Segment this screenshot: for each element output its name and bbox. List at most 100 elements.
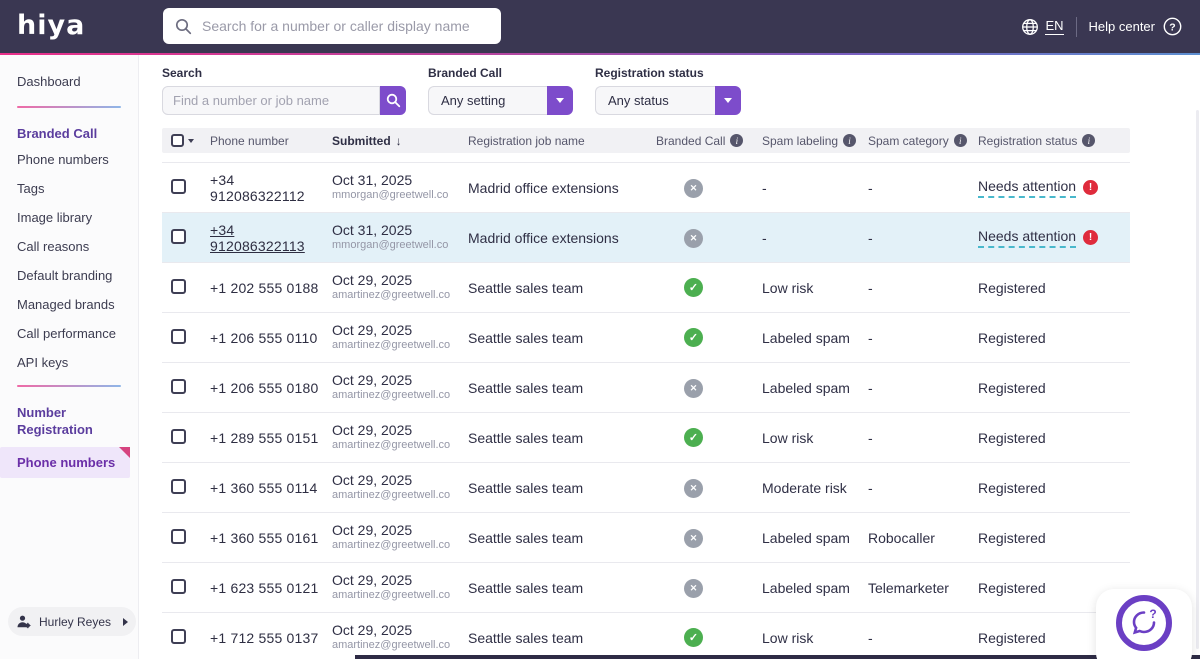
language-selector[interactable]: EN xyxy=(1021,18,1063,36)
sidebar-item-managed-brands[interactable]: Managed brands xyxy=(0,290,138,319)
sidebar-item-phone-numbers[interactable]: Phone numbers xyxy=(0,145,138,174)
submitted-date: Oct 29, 2025 xyxy=(332,322,468,340)
sidebar-section-branded-call: Branded Call xyxy=(0,116,138,145)
spam-category: - xyxy=(868,480,978,496)
branded-call-disabled-icon xyxy=(684,579,703,598)
table-row[interactable]: +34 912086322113Oct 31, 2025mmorgan@gree… xyxy=(162,213,1130,263)
table-row[interactable]: +1 206 555 0180Oct 29, 2025amartinez@gre… xyxy=(162,363,1130,413)
branded-call-disabled-icon xyxy=(684,379,703,398)
svg-text:?: ? xyxy=(1149,607,1156,621)
column-header-phone-number[interactable]: Phone number xyxy=(210,134,332,148)
sidebar-item-default-branding[interactable]: Default branding xyxy=(0,261,138,290)
question-mark-icon[interactable]: ? xyxy=(1163,17,1182,36)
table-row[interactable]: +1 206 555 0110Oct 29, 2025amartinez@gre… xyxy=(162,313,1130,363)
bottom-edge-strip xyxy=(355,655,1200,659)
column-header-branded-call[interactable]: Branded Calli xyxy=(656,134,762,148)
table-search-button[interactable] xyxy=(380,86,406,115)
registration-status[interactable]: Needs attention xyxy=(978,178,1076,198)
select-all-checkbox[interactable] xyxy=(171,134,184,147)
topbar-accent-line xyxy=(0,53,1200,55)
table-row[interactable]: +1 712 555 0137Oct 29, 2025amartinez@gre… xyxy=(162,613,1130,659)
sidebar-item-image-library[interactable]: Image library xyxy=(0,203,138,232)
table-search-input[interactable] xyxy=(173,93,369,108)
sort-descending-icon[interactable]: ↓ xyxy=(396,134,402,148)
spam-labeling: Labeled spam xyxy=(762,330,868,346)
table-row[interactable]: +1 360 555 0161Oct 29, 2025amartinez@gre… xyxy=(162,513,1130,563)
row-checkbox[interactable] xyxy=(171,429,186,444)
hiya-logo[interactable]: hiya xyxy=(17,10,85,41)
chat-help-button[interactable]: ? xyxy=(1116,595,1172,651)
spam-category: - xyxy=(868,630,978,646)
sidebar-item-api-keys[interactable]: API keys xyxy=(0,348,138,377)
column-header-spam-category[interactable]: Spam categoryi xyxy=(868,134,978,148)
spam-category: Robocaller xyxy=(868,530,978,546)
table-row[interactable]: +1 289 555 0151Oct 29, 2025amartinez@gre… xyxy=(162,413,1130,463)
main-content: Search Branded Call Any setting Registra… xyxy=(139,55,1200,659)
table-row[interactable]: +1 623 555 0121Oct 29, 2025amartinez@gre… xyxy=(162,563,1130,613)
row-checkbox[interactable] xyxy=(171,529,186,544)
table-header-row: Phone number Submitted↓ Registration job… xyxy=(162,128,1130,153)
global-search-input[interactable] xyxy=(202,18,489,34)
table-row[interactable]: +1 360 555 0114Oct 29, 2025amartinez@gre… xyxy=(162,463,1130,513)
registration-status-dropdown-button[interactable] xyxy=(715,86,741,115)
spam-category: - xyxy=(868,230,978,246)
column-header-submitted[interactable]: Submitted↓ xyxy=(332,134,468,148)
user-menu-button[interactable]: Hurley Reyes xyxy=(8,607,136,636)
selected-item-label: Phone numbers xyxy=(17,455,115,470)
info-icon[interactable]: i xyxy=(1082,134,1095,147)
row-checkbox[interactable] xyxy=(171,629,186,644)
sidebar-item-call-performance[interactable]: Call performance xyxy=(0,319,138,348)
language-code[interactable]: EN xyxy=(1045,18,1063,35)
registration-status-dropdown-value: Any status xyxy=(595,86,715,115)
spam-labeling: Labeled spam xyxy=(762,580,868,596)
registration-status-dropdown[interactable]: Any status xyxy=(595,86,741,115)
spam-labeling: Low risk xyxy=(762,630,868,646)
row-checkbox[interactable] xyxy=(171,329,186,344)
info-icon[interactable]: i xyxy=(954,134,967,147)
help-widget-card: ? xyxy=(1096,589,1192,659)
info-icon[interactable]: i xyxy=(730,134,743,147)
sidebar-item-call-reasons[interactable]: Call reasons xyxy=(0,232,138,261)
help-center-label: Help center xyxy=(1089,19,1155,34)
phone-number: +1 206 555 0180 xyxy=(210,380,332,396)
select-menu-caret-icon[interactable] xyxy=(188,139,194,143)
row-checkbox[interactable] xyxy=(171,479,186,494)
info-icon[interactable]: i xyxy=(843,134,856,147)
help-center-link[interactable]: Help center ? xyxy=(1089,17,1182,36)
row-checkbox[interactable] xyxy=(171,279,186,294)
phone-number: +1 360 555 0161 xyxy=(210,530,332,546)
sidebar-item-registration-phone-numbers[interactable]: Phone numbers xyxy=(0,447,130,478)
table-row[interactable]: +1 202 555 0188Oct 29, 2025amartinez@gre… xyxy=(162,263,1130,313)
row-checkbox[interactable] xyxy=(171,579,186,594)
registration-job-name: Seattle sales team xyxy=(468,430,656,446)
column-header-job-name[interactable]: Registration job name xyxy=(468,134,656,148)
branded-call-disabled-icon xyxy=(684,179,703,198)
branded-call-dropdown-value: Any setting xyxy=(428,86,547,115)
spam-category: Telemarketer xyxy=(868,580,978,596)
global-search-box[interactable] xyxy=(163,8,501,44)
branded-call-dropdown[interactable]: Any setting xyxy=(428,86,573,115)
phone-numbers-table: Phone number Submitted↓ Registration job… xyxy=(162,128,1130,659)
sidebar-item-dashboard[interactable]: Dashboard xyxy=(0,55,138,98)
row-checkbox[interactable] xyxy=(171,229,186,244)
submitter-email: amartinez@greetwell.co xyxy=(332,489,468,503)
registration-job-name: Seattle sales team xyxy=(468,530,656,546)
search-filter: Search xyxy=(162,66,406,115)
table-row[interactable]: +34 912086322112Oct 31, 2025mmorgan@gree… xyxy=(162,163,1130,213)
submitted-date: Oct 29, 2025 xyxy=(332,472,468,490)
phone-number[interactable]: +34 912086322113 xyxy=(210,222,332,254)
registration-status: Registered xyxy=(978,630,1046,646)
branded-call-dropdown-button[interactable] xyxy=(547,86,573,115)
globe-icon xyxy=(1021,18,1039,36)
sidebar-divider xyxy=(17,385,121,387)
row-checkbox[interactable] xyxy=(171,179,186,194)
phone-number: +1 289 555 0151 xyxy=(210,430,332,446)
row-checkbox[interactable] xyxy=(171,379,186,394)
vertical-scrollbar[interactable] xyxy=(1196,110,1199,649)
sidebar-item-tags[interactable]: Tags xyxy=(0,174,138,203)
column-header-registration-status[interactable]: Registration statusi xyxy=(978,134,1130,148)
column-header-spam-labeling[interactable]: Spam labelingi xyxy=(762,134,868,148)
submitter-email: amartinez@greetwell.co xyxy=(332,639,468,653)
branded-call-filter: Branded Call Any setting xyxy=(428,66,573,115)
registration-status[interactable]: Needs attention xyxy=(978,228,1076,248)
